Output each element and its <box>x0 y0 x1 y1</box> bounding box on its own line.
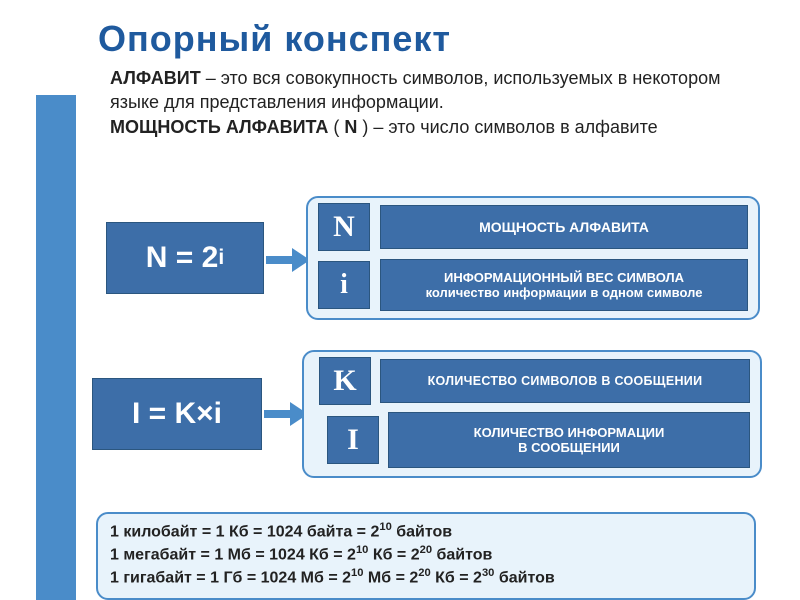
desc-i-lower-l2: количество информации в одном символе <box>426 285 703 300</box>
arrow-1-icon <box>266 253 310 267</box>
def-power-n: N <box>344 117 357 137</box>
units-panel: 1 килобайт = 1 Кб = 1024 байта = 210 бай… <box>96 512 756 600</box>
def-power-tail: ) – это число символов в алфавите <box>357 117 657 137</box>
formula-n-box: N = 2i <box>106 222 264 294</box>
unit-line-1: 1 килобайт = 1 Кб = 1024 байта = 210 бай… <box>110 520 742 543</box>
desc-i-upper-l1: КОЛИЧЕСТВО ИНФОРМАЦИИ <box>474 425 665 440</box>
desc-i-upper: КОЛИЧЕСТВО ИНФОРМАЦИИ В СООБЩЕНИИ <box>388 412 750 468</box>
unit-line-3: 1 гигабайт = 1 Гб = 1024 Мб = 210 Мб = 2… <box>110 566 742 589</box>
symbol-i-upper: I <box>327 416 379 464</box>
desc-i-lower: ИНФОРМАЦИОННЫЙ ВЕС СИМВОЛА количество ин… <box>380 259 748 311</box>
symbol-i-lower: i <box>318 261 370 309</box>
def-alphabet-text: – это вся совокупность символов, использ… <box>110 68 720 112</box>
term-power: МОЩНОСТЬ АЛФАВИТА <box>110 117 328 137</box>
desc-i-upper-l2: В СООБЩЕНИИ <box>518 440 620 455</box>
formula-n-exp: i <box>218 246 224 270</box>
term-alphabet: АЛФАВИТ <box>110 68 201 88</box>
desc-i-lower-l1: ИНФОРМАЦИОННЫЙ ВЕС СИМВОЛА <box>444 270 684 285</box>
left-accent-bar <box>36 95 76 600</box>
symbol-k: K <box>319 357 371 405</box>
page-title: Опорный конспект <box>98 18 451 60</box>
formula-i-box: I = K×i <box>92 378 262 450</box>
definitions-block: АЛФАВИТ – это вся совокупность символов,… <box>110 66 750 139</box>
desc-n: МОЩНОСТЬ АЛФАВИТА <box>380 205 748 249</box>
def-power-paren: ( <box>328 117 344 137</box>
desc-k: КОЛИЧЕСТВО СИМВОЛОВ В СООБЩЕНИИ <box>380 359 750 403</box>
unit-line-2: 1 мегабайт = 1 Мб = 1024 Кб = 210 Кб = 2… <box>110 543 742 566</box>
symbol-n: N <box>318 203 370 251</box>
formula-n-base: N = 2 <box>146 241 219 275</box>
